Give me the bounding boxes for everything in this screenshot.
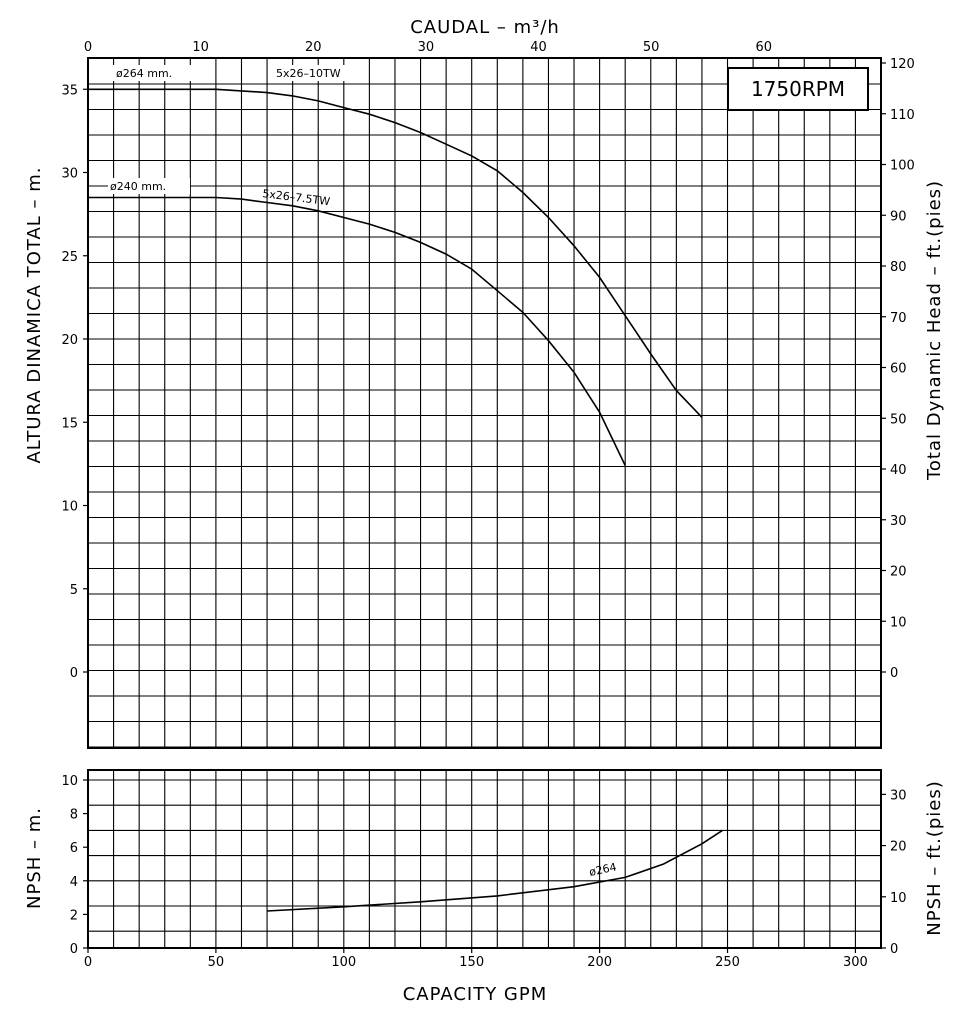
npsh-left-tick-label: 6 [70,841,78,856]
label-bg-10tw [272,65,368,81]
npsh-left-axis-title: NPSH – m. [24,807,45,909]
top-tick-label: 20 [305,40,322,55]
top-tick-label: 10 [192,40,209,55]
left-tick-label: 30 [61,167,78,182]
bottom-axis-title: CAPACITY GPM [403,984,548,1005]
right-tick-label: 70 [890,311,907,326]
curves [88,88,723,912]
top-tick-label: 0 [84,40,92,55]
left-tick-label: 5 [70,583,78,598]
model-label-7-5tw: 5x26–7.5TW [262,187,331,208]
npsh-left-tick-label: 8 [70,808,78,823]
diameter-label-240: ø240 mm. [110,180,166,193]
head-plot-frame [87,57,882,749]
npsh-curve-series-0 [267,829,723,912]
top-tick-label: 60 [756,40,773,55]
left-tick-label: 35 [61,83,78,98]
label-bg-240 [108,178,190,194]
bottom-tick-label: 200 [587,955,612,970]
right-tick-label: 80 [890,260,907,275]
rpm-box [727,67,869,111]
right-tick-label: 0 [890,666,898,681]
rpm-label: 1750RPM [751,77,845,101]
label-bg-264 [112,65,202,81]
npsh-right-tick-label: 10 [890,891,907,906]
right-tick-label: 90 [890,209,907,224]
npsh-left-tick-label: 10 [61,774,78,789]
npsh-right-tick-label: 0 [890,942,898,957]
top-tick-label: 30 [418,40,435,55]
bottom-tick-label: 0 [84,955,92,970]
npsh-left-tick-label: 4 [70,875,78,890]
head-curve-series-0 [88,88,703,418]
left-tick-label: 20 [61,333,78,348]
left-tick-label: 10 [61,500,78,515]
right-tick-label: 100 [890,159,915,174]
npsh-left-tick-label: 0 [70,942,78,957]
npsh-right-tick-label: 20 [890,840,907,855]
diameter-label-264: ø264 mm. [116,67,172,80]
head-grid [88,58,881,748]
bottom-tick-label: 100 [331,955,356,970]
bottom-tick-label: 250 [715,955,740,970]
head-curve-series-1 [88,196,626,466]
right-tick-label: 50 [890,412,907,427]
left-tick-label: 15 [61,416,78,431]
right-tick-label: 110 [890,108,915,123]
right-tick-label: 30 [890,514,907,529]
axis-ticks: 0 10 20 30 40 50 60051015202530350102030405060… [61,40,914,970]
right-tick-label: 60 [890,362,907,377]
right-tick-label: 120 [890,57,915,72]
top-axis-title: CAUDAL – m³/h [410,17,560,38]
right-tick-label: 20 [890,565,907,580]
top-tick-label: 40 [530,40,547,55]
left-tick-label: 25 [61,250,78,265]
left-tick-label: 0 [70,666,78,681]
npsh-grid [88,770,881,948]
npsh-series-label: ø264 [588,860,618,878]
bottom-tick-label: 300 [843,955,868,970]
npsh-right-axis-title: NPSH – ft.(pies) [924,780,945,935]
npsh-left-tick-label: 2 [70,908,78,923]
npsh-plot-frame [87,769,882,949]
bottom-tick-label: 150 [459,955,484,970]
top-tick-label: 50 [643,40,660,55]
right-tick-label: 40 [890,463,907,478]
bottom-tick-label: 50 [208,955,225,970]
left-axis-title: ALTURA DINAMICA TOTAL – m. [24,166,45,463]
model-label-10tw: 5x26–10TW [276,67,341,80]
right-axis-title: Total Dynamic Head – ft.(pies) [924,180,945,481]
right-tick-label: 10 [890,615,907,630]
npsh-right-tick-label: 30 [890,788,907,803]
